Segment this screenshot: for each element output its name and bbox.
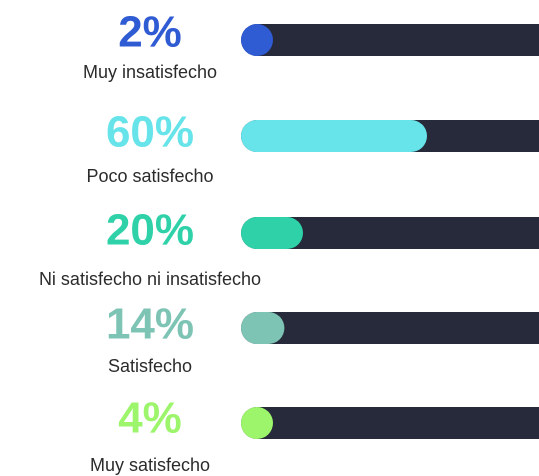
value-label: 60%	[106, 108, 194, 157]
bar	[241, 312, 285, 344]
bar	[241, 120, 427, 152]
category-label: Satisfecho	[108, 356, 192, 376]
category-label: Muy insatisfecho	[83, 62, 217, 82]
category-label: Ni satisfecho ni insatisfecho	[39, 269, 261, 289]
value-label: 2%	[118, 8, 182, 57]
bar	[241, 217, 303, 249]
bar-track	[241, 407, 539, 439]
bar-track	[241, 312, 539, 344]
value-label: 4%	[118, 394, 182, 443]
bar-track	[241, 24, 539, 56]
bar	[241, 407, 273, 439]
bar	[241, 24, 273, 56]
bar-track	[241, 217, 539, 249]
value-label: 14%	[106, 300, 194, 349]
value-label: 20%	[106, 206, 194, 255]
category-label: Muy satisfecho	[90, 455, 210, 475]
category-label: Poco satisfecho	[86, 166, 213, 186]
